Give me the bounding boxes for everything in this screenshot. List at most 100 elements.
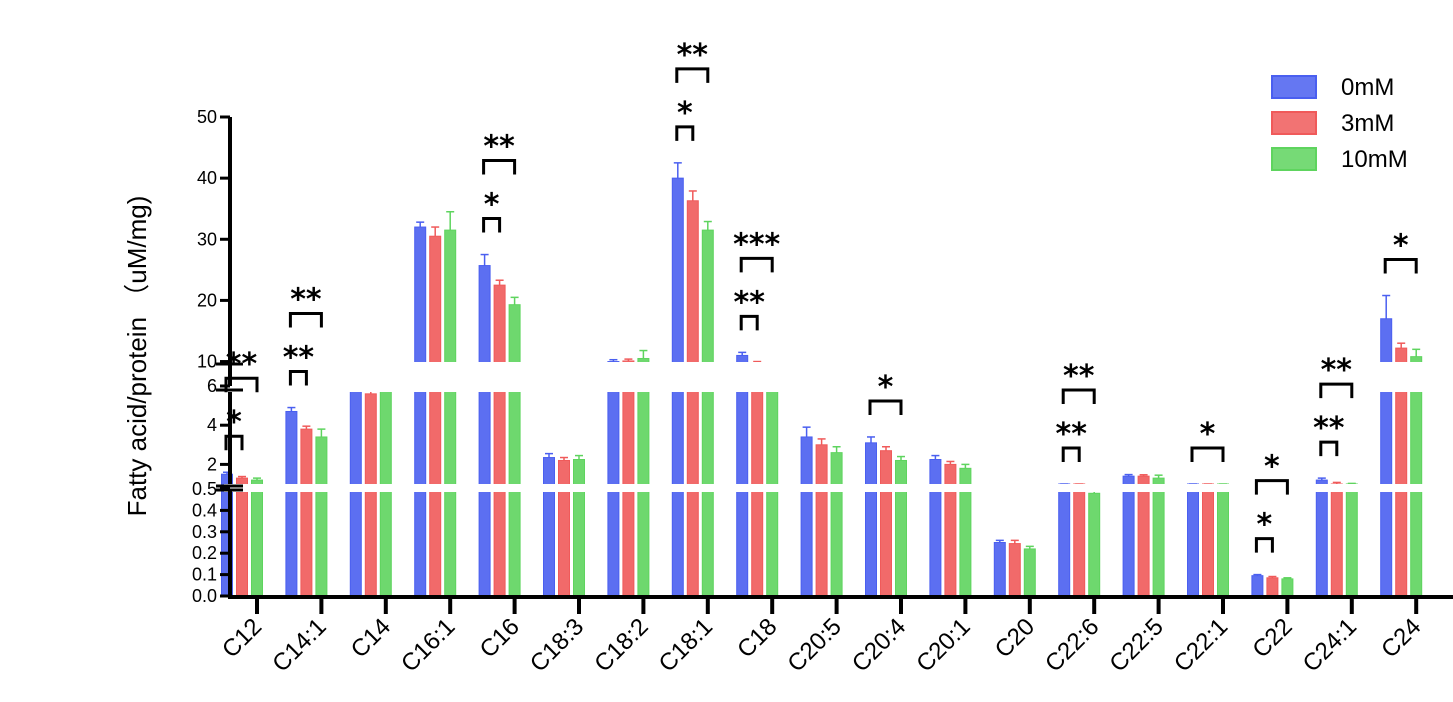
significance-bracket-C24:1: **	[1313, 411, 1345, 457]
bar-C16-3mM	[493, 284, 506, 597]
bar-C20:4-0mM	[865, 442, 877, 597]
significance-bracket-C20:4: *	[868, 370, 903, 415]
y-tick-label: 20	[197, 290, 217, 310]
significance-bracket-C16: *	[482, 188, 502, 233]
x-tick-label: C14:1	[267, 613, 331, 677]
legend-swatch	[1271, 147, 1317, 171]
bar-C18:2-10mM	[637, 357, 650, 597]
x-tick-label: C22:5	[1104, 613, 1168, 677]
error-bar-C20:4-3mM	[882, 446, 890, 451]
x-axis: C12 C14:1 C14 C16:1 C16 C18:3 C18:2 C18:1 C18 C20…	[217, 595, 1453, 678]
x-tick-label: C20:4	[847, 613, 911, 677]
error-bar-C16:1-3mM	[431, 226, 440, 237]
bar-C24-10mM	[1410, 356, 1423, 597]
significance-bracket-C18: **	[734, 285, 766, 331]
x-tick-label: C12	[217, 613, 267, 663]
bar-C18:2-0mM	[607, 361, 620, 597]
significance-bracket-C14:1: **	[283, 341, 315, 386]
bar-C20:5-3mM	[815, 444, 828, 597]
significance-bracket-C22:6: **	[1061, 359, 1096, 404]
error-bar-C20:1-10mM	[961, 463, 970, 469]
error-bar-C24-10mM	[1412, 348, 1421, 357]
significance-label: **	[290, 283, 322, 318]
x-tick-label: C22:6	[1040, 613, 1104, 677]
bar-C22:6-10mM	[1088, 492, 1101, 597]
legend-label: 10mM	[1341, 146, 1408, 173]
error-bar-C14:1-0mM	[287, 406, 296, 412]
error-bar-C16-10mM	[510, 296, 519, 305]
error-bar-C16:1-0mM	[416, 221, 425, 228]
x-tick-label: C14	[346, 613, 396, 663]
error-bar-C20-3mM	[1010, 539, 1019, 544]
axis-break-gap-1	[224, 362, 1453, 392]
bar-C20:4-10mM	[895, 459, 907, 597]
bar-C18:3-10mM	[573, 459, 585, 597]
error-bar-C14:1-10mM	[317, 428, 326, 437]
x-tick-label: C24	[1376, 613, 1426, 663]
bar-C20-10mM	[1023, 548, 1036, 597]
significance-label: *	[1257, 508, 1273, 543]
error-bar-C20:4-0mM	[867, 436, 875, 443]
error-bar-C20:5-10mM	[832, 446, 841, 453]
y-tick-label: 10	[197, 352, 217, 372]
error-bar-C18:2-0mM	[609, 358, 618, 362]
significance-label: **	[1063, 359, 1095, 394]
significance-label: **	[734, 285, 766, 320]
error-bar-C20:5-0mM	[802, 426, 811, 437]
x-tick-label: C22:1	[1169, 613, 1233, 677]
error-bar-C18:1-3mM	[688, 190, 697, 201]
bar-C22:5-0mM	[1122, 475, 1135, 597]
bar-C20:5-0mM	[800, 436, 813, 597]
bar-C20:5-10mM	[830, 452, 843, 597]
x-tick-label: C18:2	[589, 613, 653, 677]
legend-entry-3mM: 3mM	[1271, 110, 1394, 137]
bar-C18:3-0mM	[543, 457, 555, 597]
error-bar-C14:1-3mM	[302, 425, 311, 430]
error-bar-C24:1-3mM	[1332, 481, 1341, 484]
significance-label: **	[283, 341, 315, 376]
x-tick-label: C22	[1247, 613, 1297, 663]
error-bar-C18:3-3mM	[560, 456, 568, 461]
significance-bracket-C18: ***	[733, 227, 781, 273]
x-tick-label: C18:3	[525, 613, 589, 677]
bar-C14:1-0mM	[285, 410, 298, 597]
bar-C22:5-3mM	[1137, 475, 1150, 597]
error-bar-C16-3mM	[495, 279, 504, 286]
error-bar-C18:3-0mM	[545, 452, 553, 458]
bar-C22:1-10mM	[1217, 483, 1229, 597]
error-bar-C18:2-3mM	[624, 358, 633, 361]
significance-bracket-C22:1: *	[1190, 417, 1225, 462]
y-tick-label: 4	[207, 415, 217, 435]
bar-C22:6-0mM	[1058, 483, 1071, 597]
significance-bracket-C22: *	[1254, 508, 1274, 553]
legend: 0mM 3mM 10mM	[1271, 74, 1408, 173]
bar-C20-3mM	[1008, 543, 1021, 597]
significance-label: **	[483, 130, 515, 165]
y-tick-label: 2	[207, 454, 217, 474]
error-bar-C22-10mM	[1283, 577, 1292, 579]
significance-label: ***	[733, 227, 780, 262]
error-bar-C18:3-10mM	[575, 454, 583, 460]
error-bar-C22:5-0mM	[1124, 473, 1133, 477]
error-bar-C20-10mM	[1025, 545, 1034, 549]
y-axis: 0.00.10.20.30.40.5 2 4 6 10 20 30 40 50	[192, 107, 243, 606]
bar-C16:1-0mM	[414, 226, 427, 597]
error-bar-C20:5-3mM	[817, 438, 826, 445]
x-tick-label: C20:1	[911, 613, 975, 677]
significance-bracket-C24:1: **	[1319, 353, 1354, 399]
x-tick-label: C18:1	[654, 613, 718, 677]
error-bar-C24-0mM	[1382, 294, 1391, 319]
significance-bracket-C16: **	[482, 130, 517, 175]
x-tick-label: C18	[732, 613, 782, 663]
bar-C14:1-3mM	[300, 428, 313, 597]
significance-bracket-C22:6: **	[1056, 417, 1087, 462]
significance-label: *	[484, 188, 500, 223]
significance-label: **	[1313, 411, 1345, 446]
significance-label: *	[1393, 229, 1409, 264]
y-tick-label: 40	[197, 168, 217, 188]
bar-C16-10mM	[508, 304, 521, 597]
significance-bracket-C22: *	[1254, 450, 1289, 495]
x-tick-label: C16	[475, 613, 525, 663]
error-bar-C20-0mM	[995, 539, 1004, 543]
